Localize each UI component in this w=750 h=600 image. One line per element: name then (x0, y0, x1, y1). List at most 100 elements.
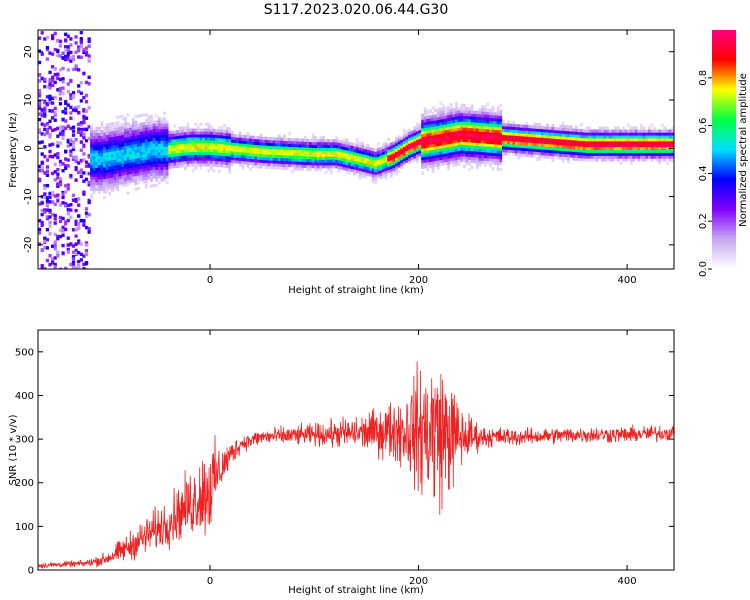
heatmap-cell (554, 147, 557, 151)
heatmap-cell (611, 155, 615, 159)
heatmap-cell (434, 155, 437, 159)
heatmap-cell (468, 139, 471, 143)
heatmap-cell (410, 156, 414, 160)
heatmap-cell (160, 155, 164, 159)
heatmap-cell (116, 147, 119, 151)
heatmap-cell (647, 152, 651, 156)
heatmap-cell (580, 131, 583, 136)
heatmap-cell (160, 134, 164, 138)
heatmap-cell (525, 133, 529, 137)
heatmap-cell (634, 132, 638, 136)
heatmap-cell (374, 151, 378, 155)
heatmap-cell (535, 140, 539, 144)
heatmap-cell (452, 116, 456, 121)
heatmap-cell (361, 168, 365, 172)
heatmap-cell (293, 167, 297, 171)
heatmap-cell (366, 152, 370, 156)
heatmap-cell (150, 143, 153, 148)
heatmap-cell (525, 150, 529, 155)
heatmap-cell (199, 160, 203, 164)
heatmap-cell (165, 160, 169, 165)
heatmap-cell (309, 156, 312, 160)
heatmap-cell (134, 135, 138, 139)
heatmap-cell (475, 148, 479, 152)
heatmap-cell (40, 110, 44, 114)
heatmap-cell (249, 158, 252, 162)
heatmap-cell (504, 146, 508, 150)
heatmap-cell (483, 128, 487, 133)
heatmap-cell (496, 124, 500, 128)
heatmap-cell (283, 134, 286, 138)
heatmap-cell (627, 149, 630, 153)
heatmap-cell (256, 136, 260, 140)
heatmap-cell (113, 127, 117, 131)
heatmap-cell (84, 160, 89, 164)
heatmap-cell (632, 158, 636, 162)
heatmap-cell (551, 123, 555, 128)
heatmap-cell (82, 254, 86, 258)
heatmap-cell (207, 142, 211, 147)
heatmap-cell (48, 78, 52, 82)
heatmap-cell (53, 243, 57, 248)
heatmap-cell (457, 150, 461, 154)
heatmap-cell (280, 163, 284, 167)
heatmap-cell (147, 176, 151, 180)
heatmap-cell (163, 166, 166, 170)
heatmap-cell (499, 130, 503, 134)
heatmap-cell (309, 153, 312, 157)
heatmap-cell (647, 155, 651, 159)
heatmap-cell (358, 167, 362, 171)
heatmap-cell (142, 136, 146, 140)
heatmap-cell (324, 162, 328, 166)
heatmap-cell (108, 125, 112, 129)
heatmap-cell (517, 124, 521, 128)
heatmap-cell (392, 156, 396, 160)
heatmap-cell (483, 149, 487, 153)
heatmap-cell (126, 151, 130, 155)
heatmap-cell (267, 160, 271, 164)
heatmap-cell (595, 152, 599, 156)
heatmap-cell (439, 145, 443, 149)
heatmap-cell (92, 164, 96, 168)
heatmap-cell (298, 152, 302, 157)
heatmap-cell (74, 251, 78, 255)
heatmap-cell (129, 144, 133, 149)
heatmap-cell (191, 131, 195, 135)
heatmap-cell (470, 113, 474, 117)
heatmap-cell (95, 176, 99, 180)
heatmap-cell (79, 170, 83, 175)
heatmap-cell (525, 139, 529, 143)
heatmap-cell (434, 149, 437, 153)
heatmap-cell (103, 184, 106, 188)
heatmap-cell (611, 138, 615, 142)
heatmap-cell (116, 132, 119, 137)
heatmap-cell (634, 135, 638, 139)
heatmap-cell (259, 156, 263, 160)
heatmap-cell (572, 151, 576, 155)
heatmap-cell (90, 164, 93, 168)
heatmap-cell (84, 214, 89, 219)
heatmap-cell (45, 208, 50, 212)
heatmap-cell (48, 81, 52, 86)
heatmap-cell (342, 143, 346, 148)
heatmap-cell (668, 138, 672, 142)
heatmap-cell (387, 163, 391, 168)
heatmap-cell (97, 158, 101, 163)
heatmap-cell (186, 160, 190, 164)
heatmap-cell (634, 155, 638, 159)
heatmap-cell (48, 109, 52, 113)
heatmap-cell (496, 158, 500, 163)
heatmap-cell (116, 150, 119, 154)
heatmap-cell (131, 124, 135, 128)
heatmap-cell (614, 155, 617, 159)
heatmap-cell (522, 150, 526, 154)
heatmap-cell (350, 151, 354, 155)
heatmap-cell (116, 167, 119, 171)
heatmap-cell (655, 152, 659, 156)
heatmap-cell (100, 124, 104, 128)
heatmap-cell (616, 146, 620, 151)
heatmap-cell (129, 173, 133, 178)
heatmap-cell (475, 145, 479, 149)
heatmap-cell (285, 143, 289, 147)
heatmap-cell (269, 142, 273, 147)
